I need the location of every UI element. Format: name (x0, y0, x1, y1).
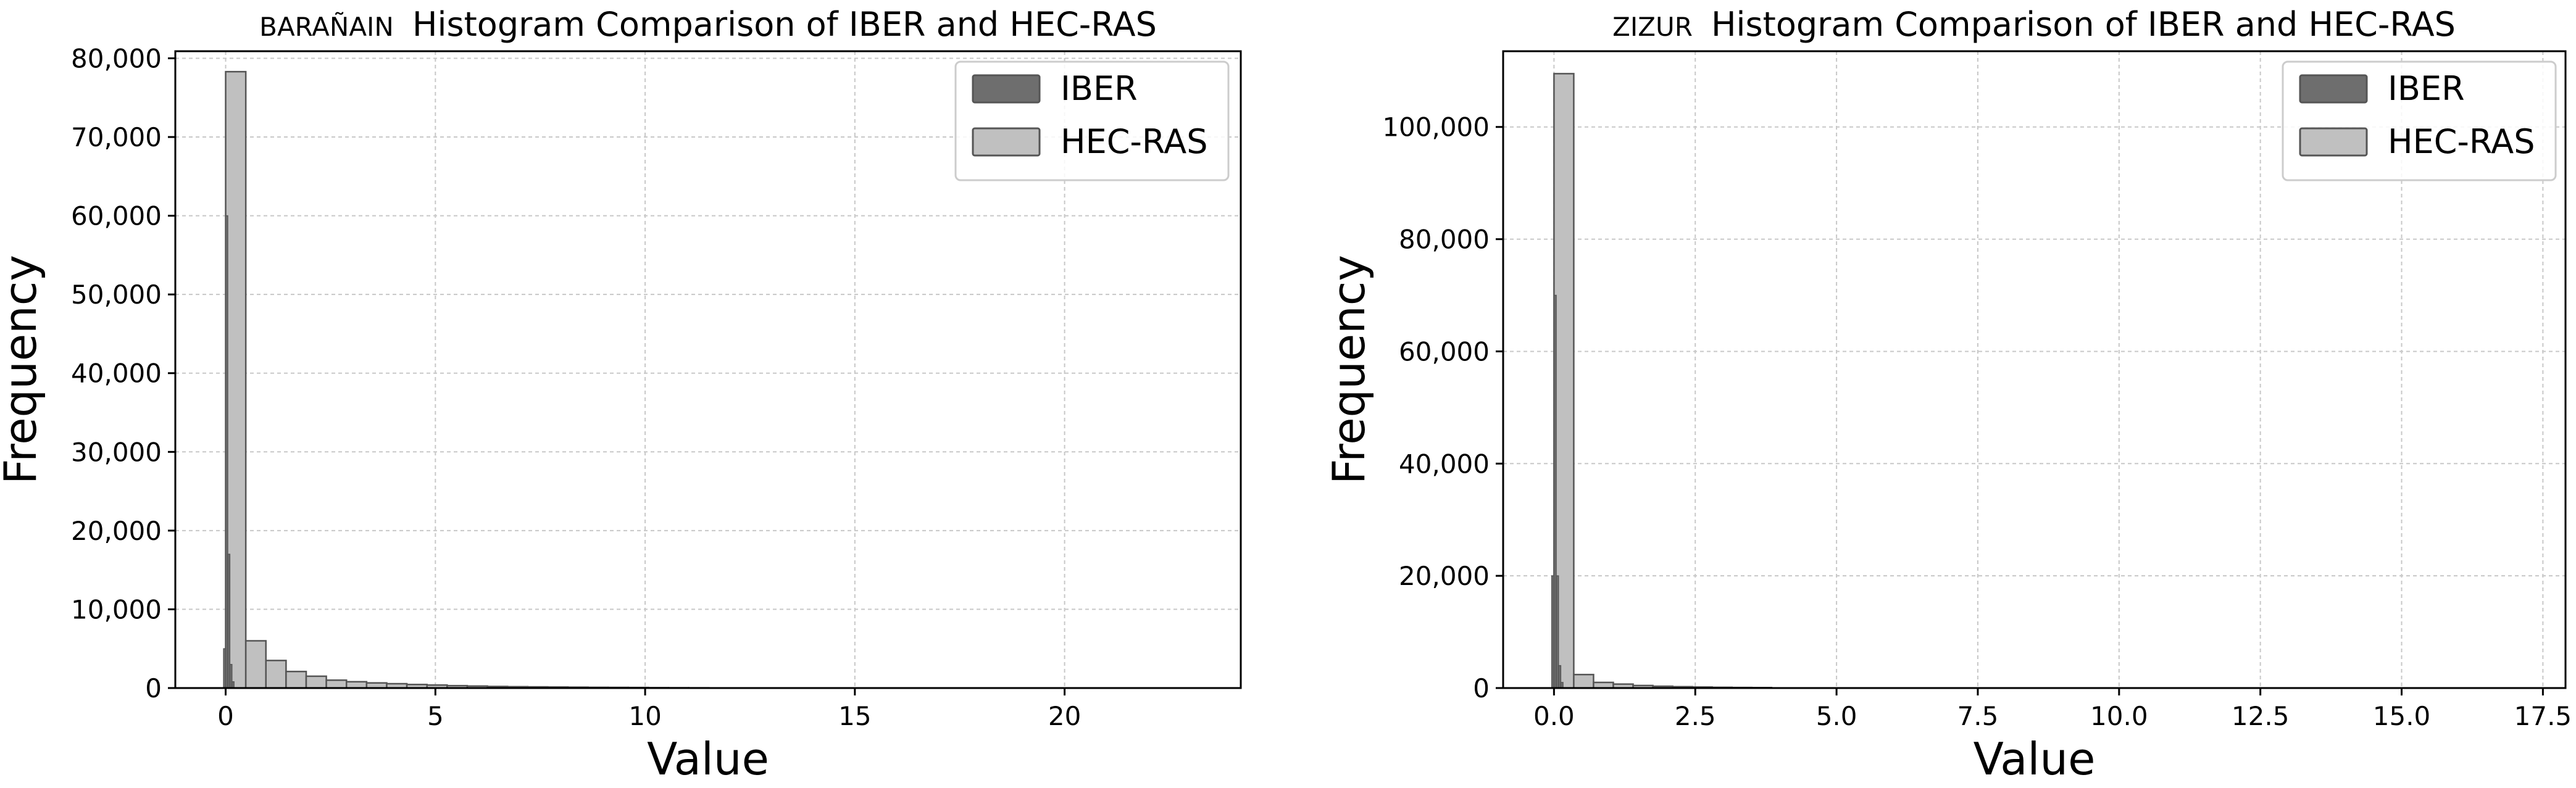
histogram-bar-hecras (305, 675, 327, 689)
legend-swatch-iber (972, 74, 1041, 104)
y-tick-label: 20,000 (71, 516, 162, 546)
x-tick-label: 10.0 (2090, 701, 2148, 731)
histogram-bar-hecras (1573, 673, 1594, 689)
y-tick-label: 40,000 (71, 359, 162, 389)
legend: IBER HEC-RAS (2282, 60, 2557, 181)
axes: 0 10,000 20,000 30,000 40,000 50,000 60,000 70,… (71, 43, 1242, 731)
x-tick-label: 0 (217, 701, 234, 731)
histogram-bar-hecras (285, 670, 307, 689)
histogram-bar-hecras (325, 679, 348, 689)
chart-title-prefix: ZIZUR (1612, 12, 1693, 42)
y-tick-label: 0 (145, 673, 162, 703)
x-axis-label: Value (647, 733, 769, 785)
x-axis-label: Value (1974, 733, 2096, 785)
y-axis-label: Frequency (0, 255, 46, 484)
legend-swatch-hecras (972, 127, 1041, 157)
axes: 0 20,000 40,000 60,000 80,000 100,000 0.0 2.5 5.… (1382, 50, 2572, 731)
chart-baranain: BARAÑAIN Histogram Comparison of IBER an… (0, 5, 1242, 785)
legend: IBER HEC-RAS (954, 60, 1230, 181)
legend-label-iber: IBER (2388, 69, 2465, 108)
y-tick-label: 80,000 (1399, 225, 1490, 255)
x-tick-label: 20 (1048, 701, 1081, 731)
y-tick-label: 30,000 (71, 437, 162, 467)
histogram-bar-hecras (265, 660, 287, 689)
x-tick-label: 15.0 (2373, 701, 2431, 731)
histogram-bar-iber (231, 681, 235, 689)
y-tick-label: 80,000 (71, 43, 162, 73)
legend-swatch-hecras (2299, 127, 2368, 157)
chart-title: Histogram Comparison of IBER and HEC-RAS (1711, 5, 2456, 44)
y-axis-label: Frequency (1323, 255, 1375, 484)
x-tick-label: 5.0 (1816, 701, 1857, 731)
y-tick-label: 0 (1473, 673, 1490, 703)
x-tick-label: 7.5 (1957, 701, 1999, 731)
x-tick-label: 12.5 (2232, 701, 2290, 731)
y-tick-label: 20,000 (1399, 561, 1490, 591)
y-tick-label: 60,000 (71, 201, 162, 231)
chart-title-prefix: BARAÑAIN (259, 11, 394, 42)
x-tick-label: 5 (427, 701, 444, 731)
y-tick-label: 70,000 (71, 122, 162, 152)
legend-swatch-iber (2299, 74, 2368, 104)
histogram-bar-hecras (244, 640, 267, 689)
x-tick-label: 15 (838, 701, 871, 731)
x-tick-label: 17.5 (2514, 701, 2572, 731)
y-tick-label: 50,000 (71, 280, 162, 310)
x-tick-label: 10 (628, 701, 661, 731)
y-tick-label: 60,000 (1399, 336, 1490, 367)
histogram-bar-hecras (345, 681, 368, 689)
bars (223, 70, 710, 689)
x-tick-label: 2.5 (1675, 701, 1716, 731)
legend-label-hecras: HEC-RAS (2388, 122, 2535, 161)
y-tick-label: 10,000 (71, 594, 162, 624)
y-tick-label: 100,000 (1382, 112, 1490, 143)
chart-title: Histogram Comparison of IBER and HEC-RAS (412, 5, 1157, 44)
y-tick-label: 40,000 (1399, 449, 1490, 479)
plot-frame (1502, 50, 2567, 689)
x-tick-label: 0.0 (1533, 701, 1575, 731)
chart-zizur: ZIZUR Histogram Comparison of IBER and H… (1323, 5, 2572, 785)
plot-frame (174, 50, 1242, 689)
legend-label-iber: IBER (1061, 69, 1138, 108)
bars (1551, 73, 1773, 689)
legend-label-hecras: HEC-RAS (1061, 122, 1207, 161)
